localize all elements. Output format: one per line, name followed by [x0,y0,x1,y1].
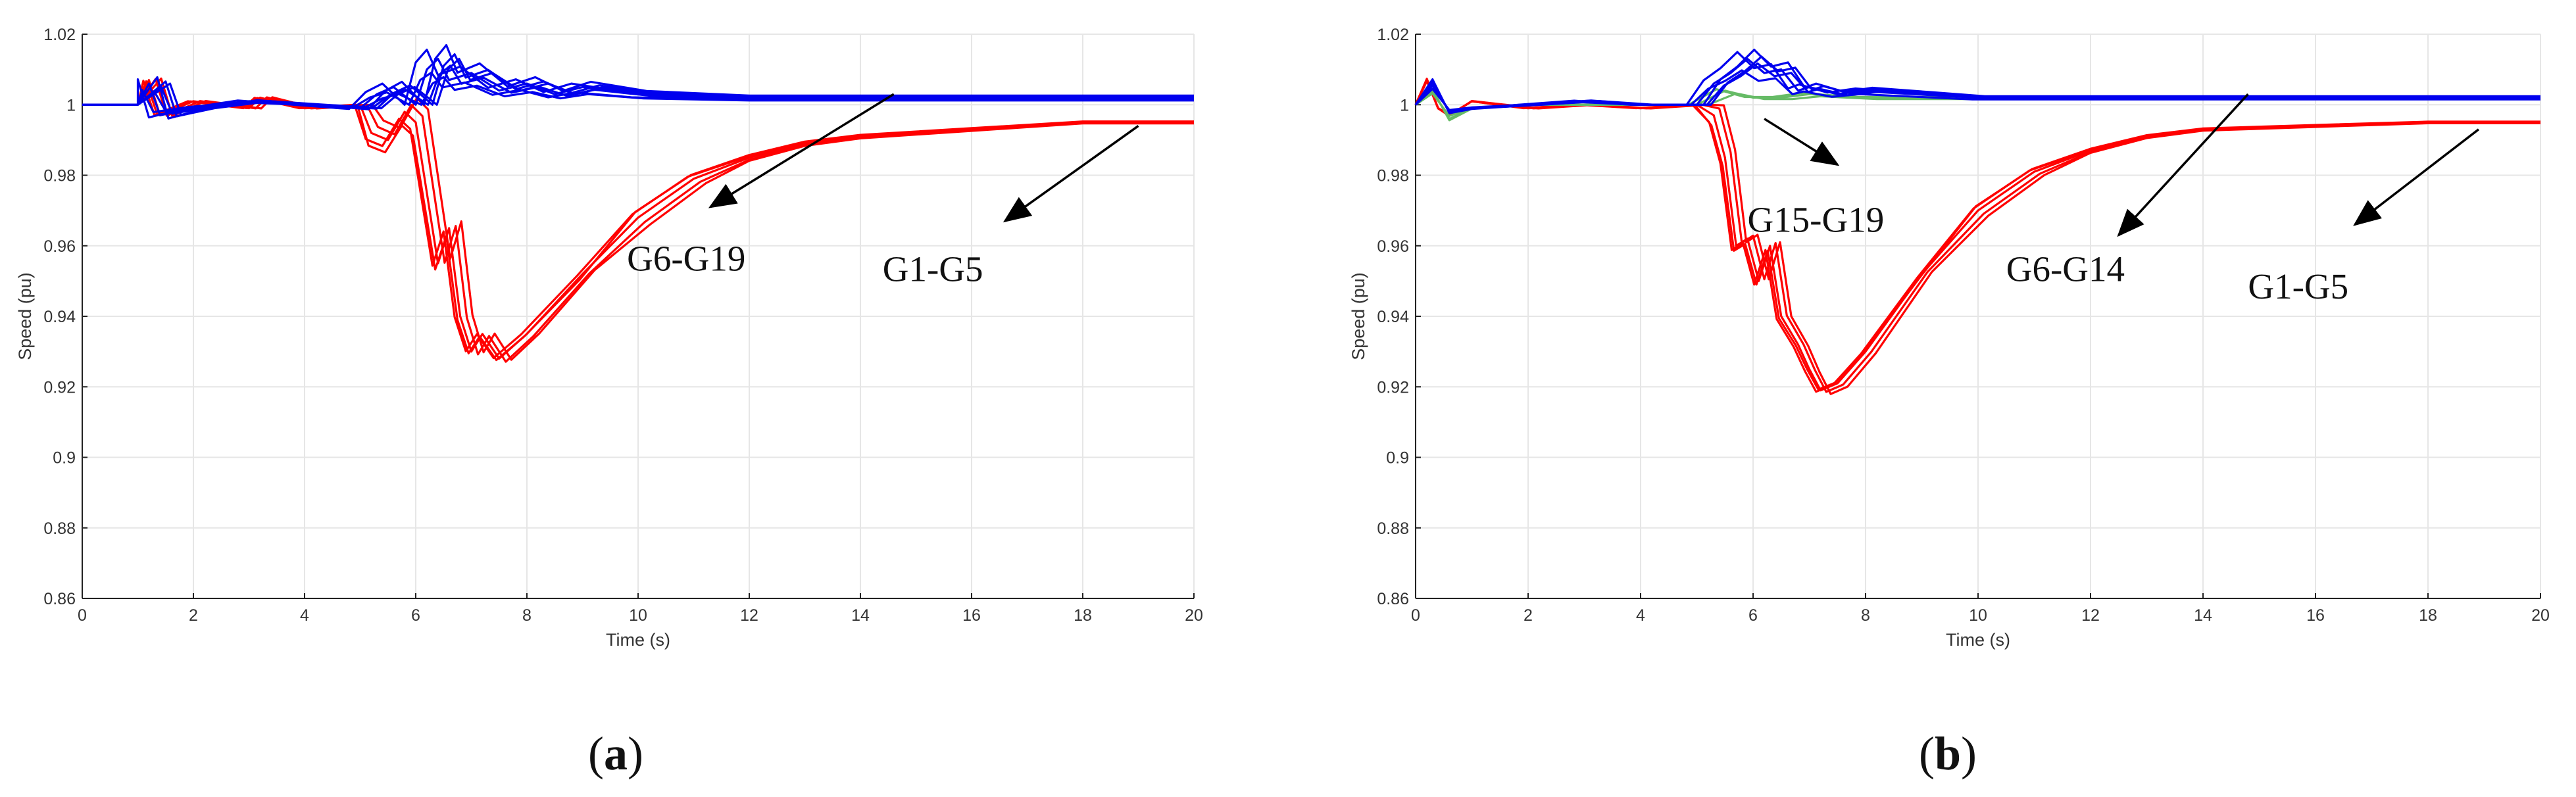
x-tick-label: 8 [1861,606,1870,625]
x-tick-label: 0 [78,606,87,625]
series-line [82,80,1194,362]
x-tick-label: 10 [1969,606,1987,625]
x-tick-label: 4 [1636,606,1645,625]
annotation-arrow [1764,118,1840,166]
y-tick-label: 1.02 [43,26,76,44]
annotation-label: G1-G5 [883,249,983,289]
y-tick-label: 0.94 [1377,308,1409,326]
x-axis-label: Time (s) [606,630,670,650]
y-tick-label: 0.88 [43,519,76,538]
x-tick-label: 12 [2081,606,2100,625]
panel-a: 0 2 4 6 8 10 12 14 16 18 20 0.86 0.88 0.9 0.92 0.94 0.96… [15,26,1203,650]
y-tick-label: 0.88 [1377,519,1409,538]
y-tick-label: 1.02 [1377,26,1409,44]
x-tick-label: 14 [851,606,870,625]
series-line [82,57,1194,116]
series-G1-G5 [82,77,1194,363]
annotation-arrow [2353,128,2480,226]
y-tick-label: 0.92 [43,378,76,397]
series-line [1414,51,2540,114]
annotation-label: G15-G19 [1747,199,1884,239]
annotation-arrow [2117,93,2249,237]
y-tick-label: 0.94 [43,308,76,326]
panel-b: 0 2 4 6 8 10 12 14 16 18 20 0.86 0.88 0.9 0.92 0.94 0.96… [1349,26,2550,650]
y-tick-label: 1 [1400,96,1409,114]
grid [1415,34,2541,599]
annotation-arrow [1003,125,1139,223]
series-line [82,76,1194,112]
x-tick-label: 18 [2419,606,2437,625]
grid [82,34,1195,599]
x-tick-label: 2 [189,606,198,625]
y-tick-label: 0.86 [1377,590,1409,608]
x-tick-label: 2 [1523,606,1533,625]
x-tick-label: 8 [522,606,532,625]
series-line [1414,62,2540,112]
y-tick-label: 0.98 [43,167,76,185]
y-tick-label: 0.98 [1377,167,1409,185]
annotation-label: G1-G5 [2248,266,2348,306]
panel-a-label: (a) [588,727,643,780]
annotation-label: G6-G19 [627,238,745,278]
series-line [82,77,1194,361]
y-tick-label: 0.9 [1386,449,1409,468]
panel-b-label: (b) [1919,727,1977,780]
x-tick-label: 6 [411,606,420,625]
y-axis-label: Speed (pu) [1349,272,1368,360]
x-tick-label: 14 [2194,606,2212,625]
x-tick-label: 4 [300,606,309,625]
x-axis-label: Time (s) [1946,630,2010,650]
x-tick-label: 0 [1411,606,1420,625]
x-tick-label: 12 [740,606,758,625]
x-tick-label: 16 [962,606,981,625]
annotation-arrow [708,93,895,208]
y-axis-label: Speed (pu) [15,272,35,360]
x-tick-label: 16 [2306,606,2325,625]
y-tick-label: 0.92 [1377,378,1409,397]
x-tick-label: 18 [1074,606,1092,625]
y-tick-label: 0.96 [1377,237,1409,256]
series-G6-G14 [1414,48,2540,114]
y-tick-label: 0.96 [43,237,76,256]
y-tick-label: 1 [66,96,76,114]
x-tick-label: 20 [2531,606,2550,625]
y-tick-label: 0.9 [53,449,76,468]
series-G6-G19 [82,43,1194,120]
annotation-label: G6-G14 [2006,249,2125,289]
x-tick-label: 20 [1185,606,1203,625]
y-tick-label: 0.86 [43,590,76,608]
x-tick-label: 6 [1748,606,1758,625]
x-tick-label: 10 [629,606,647,625]
